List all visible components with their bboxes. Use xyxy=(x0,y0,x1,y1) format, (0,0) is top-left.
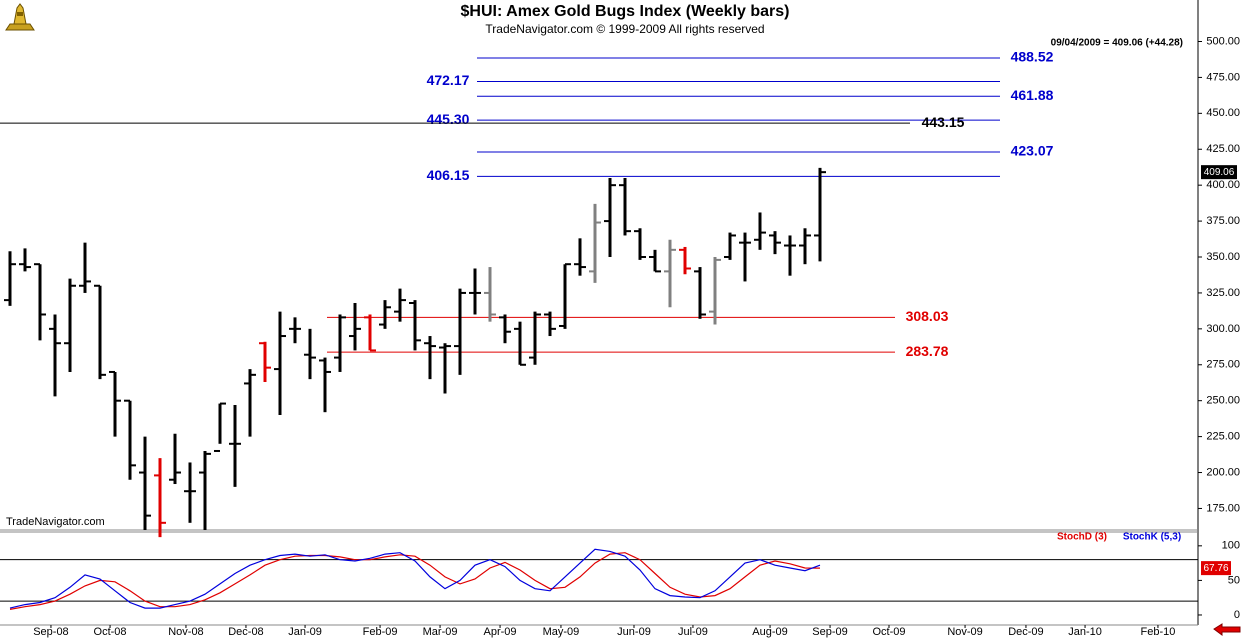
level-label: 445.30 xyxy=(427,111,470,127)
x-tick-label: Jan-10 xyxy=(1068,626,1102,638)
y-tick-label: 200.00 xyxy=(1206,466,1240,478)
level-label: 461.88 xyxy=(1011,87,1054,103)
y-tick-label: 350.00 xyxy=(1206,251,1240,263)
x-tick-label: Aug-09 xyxy=(752,626,787,638)
x-tick-label: Jun-09 xyxy=(617,626,651,638)
y-tick-label: 100 xyxy=(1222,540,1240,552)
y-tick-label: 275.00 xyxy=(1206,359,1240,371)
level-label: 423.07 xyxy=(1011,143,1054,159)
y-tick-label: 375.00 xyxy=(1206,215,1240,227)
chart-subtitle: TradeNavigator.com © 1999-2009 All right… xyxy=(485,22,764,36)
last-value-box xyxy=(1201,561,1231,576)
y-tick-label: 475.00 xyxy=(1206,71,1240,83)
x-tick-label: Jul-09 xyxy=(678,626,708,638)
level-label: 406.15 xyxy=(427,167,470,183)
watermark: TradeNavigator.com xyxy=(6,516,105,528)
scroll-arrow[interactable] xyxy=(1213,623,1241,636)
x-tick-label: Jan-09 xyxy=(288,626,322,638)
last-price-label: 409.06 xyxy=(1204,167,1235,178)
y-tick-label: 250.00 xyxy=(1206,395,1240,407)
y-tick-label: 0 xyxy=(1234,609,1240,621)
level-label: 443.15 xyxy=(922,114,965,130)
y-tick-label: 175.00 xyxy=(1206,502,1240,514)
y-tick-label: 425.00 xyxy=(1206,143,1240,155)
stoch-line xyxy=(9,548,821,609)
x-tick-label: Oct-08 xyxy=(94,626,127,638)
price-annotation: 09/04/2009 = 409.06 (+44.28) xyxy=(1051,38,1183,49)
x-tick-label: Nov-08 xyxy=(168,626,203,638)
level-label: 283.78 xyxy=(906,343,949,359)
x-tick-label: Apr-09 xyxy=(484,626,517,638)
y-tick-label: 50 xyxy=(1228,574,1240,586)
y-tick-label: 500.00 xyxy=(1206,35,1240,47)
x-tick-label: Oct-09 xyxy=(872,626,905,638)
y-tick-label: 450.00 xyxy=(1206,107,1240,119)
x-tick-label: Nov-09 xyxy=(947,626,982,638)
y-tick-label: 325.00 xyxy=(1206,287,1240,299)
last-price-box xyxy=(1201,165,1237,180)
last-value-label: 67.76 xyxy=(1203,563,1228,574)
chart-title: $HUI: Amex Gold Bugs Index (Weekly bars) xyxy=(461,3,790,20)
x-tick-label: Mar-09 xyxy=(423,626,458,638)
level-label: 488.52 xyxy=(1011,49,1054,65)
x-tick-label: Feb-09 xyxy=(363,626,398,638)
y-tick-label: 400.00 xyxy=(1206,179,1240,191)
x-tick-label: Sep-09 xyxy=(812,626,847,638)
y-tick-label: 225.00 xyxy=(1206,431,1240,443)
x-tick-label: Sep-08 xyxy=(33,626,68,638)
legend-entry: StochK (5,3) xyxy=(1123,532,1181,543)
y-tick-label: 300.00 xyxy=(1206,323,1240,335)
x-tick-label: May-09 xyxy=(543,626,580,638)
level-label: 308.03 xyxy=(906,308,949,324)
x-tick-label: Feb-10 xyxy=(1141,626,1176,638)
legend-entry: StochD (3) xyxy=(1057,532,1107,543)
x-tick-label: Dec-08 xyxy=(228,626,263,638)
x-tick-label: Dec-09 xyxy=(1008,626,1043,638)
logo xyxy=(5,3,35,31)
stoch-line xyxy=(9,552,821,610)
level-label: 472.17 xyxy=(427,72,470,88)
